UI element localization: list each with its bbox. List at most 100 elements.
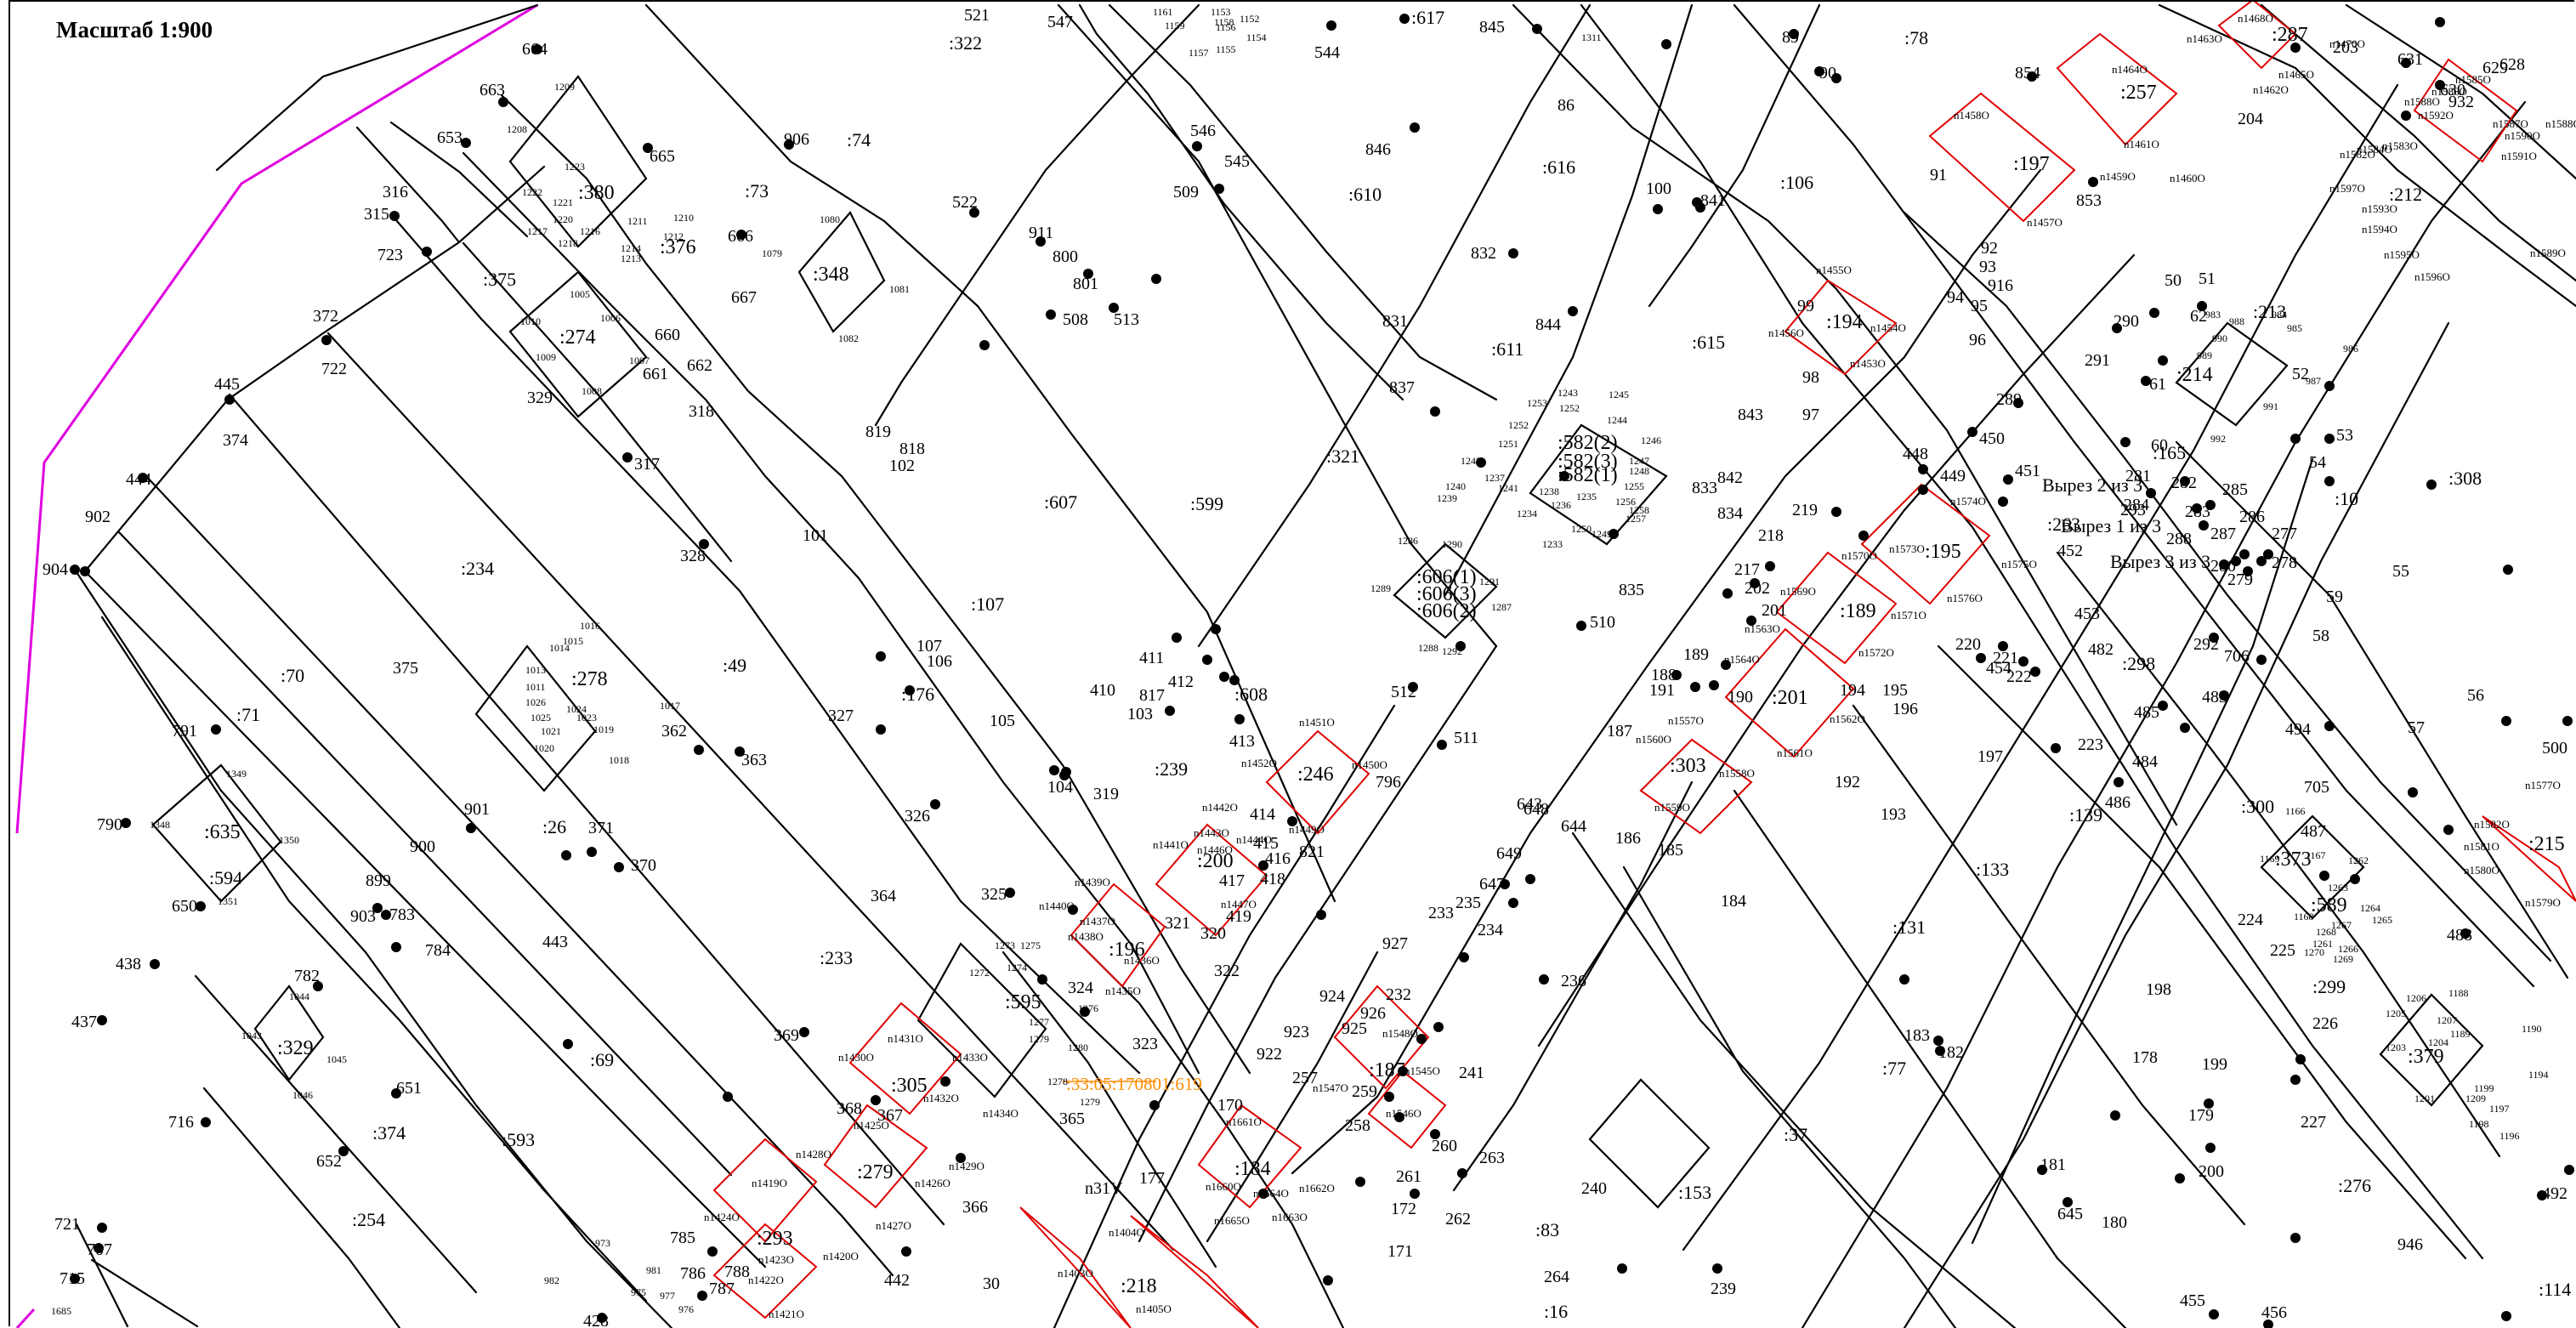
svg-text:1249: 1249 (1592, 528, 1612, 540)
svg-text:284: 284 (2124, 496, 2149, 514)
svg-text:1280: 1280 (1068, 1041, 1088, 1053)
svg-text:91: 91 (1930, 166, 1947, 184)
svg-text:217: 217 (1734, 560, 1760, 579)
svg-text:n1561O: n1561O (1777, 746, 1813, 759)
svg-text:n1563O: n1563O (1745, 622, 1780, 635)
svg-text:1154: 1154 (1246, 31, 1267, 43)
svg-text:841: 841 (1700, 191, 1726, 210)
svg-text:172: 172 (1391, 1200, 1416, 1218)
svg-text:1258: 1258 (1629, 504, 1649, 516)
svg-text::380: :380 (578, 182, 615, 204)
svg-text::139: :139 (2069, 804, 2102, 826)
svg-text:n1580O: n1580O (2464, 864, 2499, 877)
svg-text:30: 30 (983, 1274, 1000, 1293)
svg-text:92: 92 (1981, 239, 1998, 258)
svg-text:226: 226 (2312, 1014, 2338, 1033)
svg-text:1278: 1278 (1047, 1075, 1068, 1087)
svg-text:59: 59 (2326, 587, 2343, 606)
svg-text:643: 643 (1517, 795, 1542, 814)
svg-text:370: 370 (631, 856, 656, 875)
svg-text:1268: 1268 (2316, 926, 2336, 938)
svg-text::287: :287 (2272, 24, 2308, 46)
svg-text:n1661O: n1661O (1226, 1115, 1262, 1128)
svg-text::71: :71 (236, 704, 260, 725)
svg-text:1237: 1237 (1484, 472, 1505, 484)
svg-text:650: 650 (172, 897, 197, 916)
svg-text::212: :212 (2389, 184, 2422, 205)
svg-text:322: 322 (1214, 962, 1240, 980)
svg-text:1020: 1020 (534, 742, 554, 754)
svg-text:1273: 1273 (995, 939, 1015, 951)
svg-text:508: 508 (1063, 310, 1088, 329)
svg-text:629: 629 (2482, 59, 2508, 77)
survey-points (70, 14, 2574, 1328)
svg-text:985: 985 (2287, 322, 2302, 334)
svg-text:99: 99 (1797, 297, 1814, 315)
svg-text:179: 179 (2188, 1106, 2214, 1125)
svg-text:364: 364 (871, 887, 896, 905)
svg-text::595: :595 (1005, 991, 1041, 1013)
svg-text::599: :599 (1190, 493, 1223, 514)
svg-text:647: 647 (1479, 875, 1505, 894)
svg-text:195: 195 (1882, 681, 1908, 700)
svg-text:1223: 1223 (565, 161, 585, 173)
svg-text:197: 197 (1977, 747, 2003, 766)
svg-text:818: 818 (899, 440, 925, 458)
svg-text:652: 652 (316, 1152, 342, 1171)
svg-text:1238: 1238 (1539, 485, 1559, 497)
fragment-label-1: Вырез 1 из 3 (2061, 515, 2161, 536)
svg-text:1158: 1158 (1214, 16, 1234, 28)
svg-text:444: 444 (126, 470, 151, 489)
svg-text:280: 280 (2210, 557, 2236, 576)
svg-text:316: 316 (383, 183, 408, 201)
svg-text:500: 500 (2542, 739, 2567, 758)
svg-text:547: 547 (1047, 13, 1073, 31)
svg-text:321: 321 (1165, 914, 1190, 933)
highlighted-parcel-label[interactable]: :33:05:170801:619 (1066, 1074, 1202, 1094)
svg-text:1261: 1261 (2312, 938, 2333, 950)
svg-text::218: :218 (1121, 1275, 1157, 1297)
svg-text:n1591O: n1591O (2501, 150, 2537, 162)
svg-text:105: 105 (990, 712, 1015, 730)
svg-text:1240: 1240 (1445, 480, 1466, 492)
svg-text:443: 443 (542, 933, 568, 951)
svg-text:375: 375 (393, 659, 418, 678)
svg-text:1168: 1168 (2294, 911, 2314, 922)
svg-text::215: :215 (2528, 833, 2565, 855)
svg-text:902: 902 (85, 508, 111, 526)
svg-text::214: :214 (2176, 364, 2213, 386)
svg-text:103: 103 (1127, 705, 1153, 724)
svg-text:1291: 1291 (1479, 576, 1500, 587)
svg-text:200: 200 (2199, 1162, 2224, 1181)
svg-text:232: 232 (1386, 985, 1411, 1004)
svg-text::176: :176 (901, 684, 934, 705)
svg-text:n1584O: n1584O (2357, 143, 2392, 156)
svg-text:819: 819 (865, 423, 891, 441)
svg-text:60: 60 (2151, 436, 2168, 455)
svg-text:900: 900 (410, 837, 435, 856)
svg-text::233: :233 (820, 947, 853, 968)
svg-text:1045: 1045 (326, 1053, 347, 1065)
svg-text:653: 653 (437, 128, 462, 147)
svg-text:1209: 1209 (2465, 1092, 2486, 1104)
svg-text::293: :293 (757, 1228, 793, 1250)
svg-text:n1557O: n1557O (1668, 714, 1704, 727)
svg-text:932: 932 (2448, 93, 2474, 111)
svg-text:n1577O: n1577O (2525, 779, 2561, 792)
svg-text:178: 178 (2132, 1048, 2158, 1067)
svg-text:485: 485 (2134, 703, 2159, 722)
svg-text:785: 785 (670, 1229, 695, 1247)
svg-text::274: :274 (559, 326, 596, 349)
svg-text::69: :69 (590, 1049, 614, 1070)
svg-text:224: 224 (2238, 911, 2263, 929)
svg-text:264: 264 (1544, 1268, 1569, 1286)
svg-text:649: 649 (1496, 844, 1522, 863)
svg-text::194: :194 (1826, 311, 1863, 333)
svg-text:236: 236 (1561, 972, 1586, 990)
rhombus-parcels (151, 75, 2484, 1209)
svg-text:1349: 1349 (226, 768, 247, 780)
svg-text:449: 449 (1940, 467, 1966, 485)
svg-text:n1564O: n1564O (1724, 653, 1760, 666)
svg-text:1216: 1216 (580, 225, 600, 237)
